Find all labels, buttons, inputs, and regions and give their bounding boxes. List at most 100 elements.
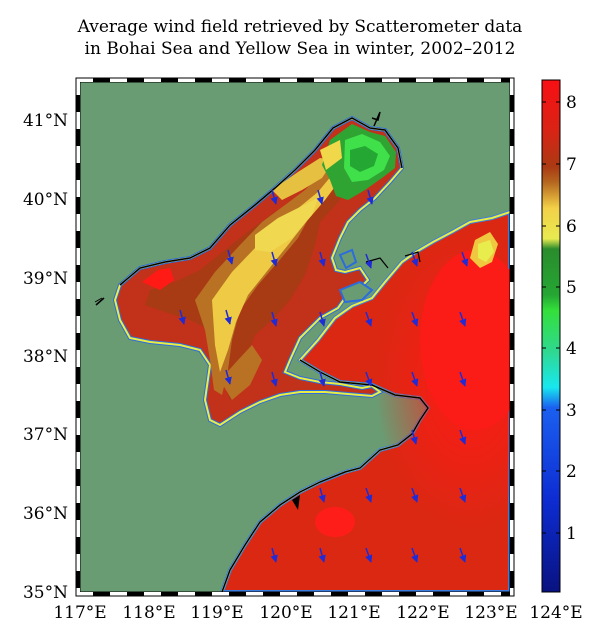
frame-segment [76,112,80,129]
frame-segment [510,537,514,554]
frame-segment [510,214,514,231]
map-title-line-2: in Bohai Sea and Yellow Sea in winter, 2… [84,39,516,59]
frame-segment [229,592,246,596]
frame-segment [416,78,433,82]
frame-segment [510,299,514,316]
frame-segment [76,197,80,214]
frame-segment [510,486,514,503]
frame-segment [76,129,80,146]
frame-segment [510,588,514,596]
wind-arrow [411,371,419,387]
frame-segment [93,78,110,82]
wind-vectors [178,189,469,563]
wind-arrow [459,429,467,445]
wind-arrow [224,309,232,325]
frame-segment [76,231,80,248]
wind-arrow [318,311,326,327]
frame-segment [195,78,212,82]
frame-segment [280,78,297,82]
frame-segment [510,180,514,197]
colorbar-tick-label: 6 [566,217,577,237]
frame-segment [382,78,399,82]
bohai-sea-wind-field [112,115,405,428]
frame-segment [144,78,161,82]
frame-segment [399,78,416,82]
frame-segment [76,282,80,299]
frame-segment [76,180,80,197]
frame-segment [510,248,514,265]
lat-label: 36°N [23,504,68,524]
frame-segment [76,163,80,180]
frame-segment [510,163,514,180]
wind-arrow [459,547,467,563]
wind-arrow [318,487,326,503]
wind-arrow [270,311,278,327]
frame-segment [467,592,484,596]
frame-segment [93,592,110,596]
colorbar-tick-label: 2 [566,462,577,482]
frame-segment [76,588,80,596]
frame-segment [229,78,246,82]
wind-arrow [365,253,373,269]
frame-segment [161,592,178,596]
frame-segment [127,78,144,82]
frame-segment [501,78,514,82]
frame-segment [76,333,80,350]
frame-segment [76,248,80,265]
frame-segment [76,418,80,435]
frame-segment [510,452,514,469]
colorbar-tick-label: 3 [566,401,577,421]
frame-segment [510,503,514,520]
wind-arrow [270,371,278,387]
wind-arrow [318,251,326,267]
wind-arrow [459,487,467,503]
frame-segment [76,78,80,95]
frame-segment [510,95,514,112]
colorbar-tick-label: 1 [566,524,577,544]
colorbar-tick-label: 5 [566,278,577,298]
frame-segment [76,554,80,571]
lat-label: 35°N [23,583,68,603]
lon-label: 118°E [122,603,175,623]
colorbar: 8 7 6 5 4 3 2 1 [541,79,577,593]
frame-segment [76,384,80,401]
frame-segment [382,592,399,596]
frame-segment [399,592,416,596]
frame-segment [484,78,501,82]
frame-segment [450,592,467,596]
lon-label: 123°E [464,603,517,623]
frame-segment [510,146,514,163]
frame-segment [331,592,348,596]
wind-arrow [461,251,469,267]
frame-segment [195,592,212,596]
wind-arrow [365,311,373,327]
frame-segment [76,592,93,596]
frame-segment [76,214,80,231]
wind-arrow [318,547,326,563]
frame-segment [76,571,80,588]
lon-label: 122°E [396,603,449,623]
frame-segment [76,146,80,163]
wind-arrow [178,309,186,325]
wind-arrow [316,189,324,205]
frame-segment [76,503,80,520]
frame-segment [484,592,501,596]
colorbar-ramp [541,79,561,593]
frame-segment [433,78,450,82]
frame-segment [76,520,80,537]
frame-segment [467,78,484,82]
frame-segment [501,592,514,596]
frame-segment [314,592,331,596]
frame-segment [510,384,514,401]
frame-segment [76,316,80,333]
frame-segment [433,592,450,596]
frame-segment [510,129,514,146]
wind-arrow [270,189,278,205]
colorbar-tick-label: 4 [566,339,577,359]
wind-arrow [365,487,373,503]
longitude-labels: 117°E 118°E 119°E 120°E 121°E 122°E 123°… [53,603,582,623]
frame-segment [76,350,80,367]
frame-segment [510,333,514,350]
frame-segment [212,78,229,82]
frame-segment [510,435,514,452]
